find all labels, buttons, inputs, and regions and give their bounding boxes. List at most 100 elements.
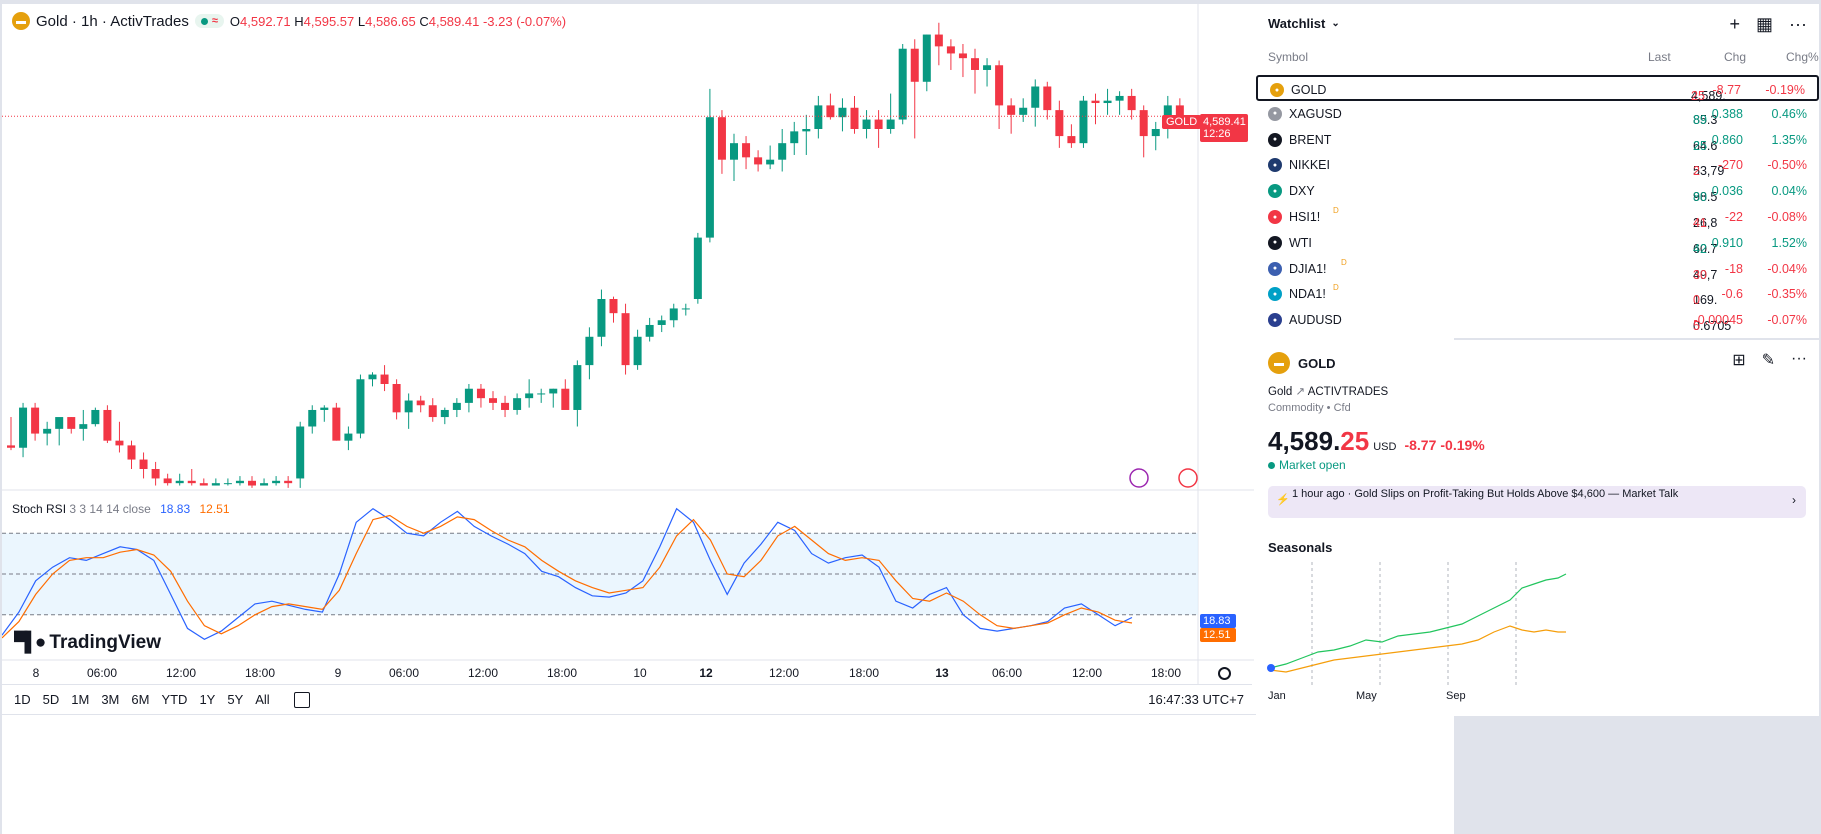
ohlc-change: -3.23 (-0.07%) (482, 13, 567, 29)
delayed-badge: D (1333, 206, 1339, 215)
timeframe-6m[interactable]: 6M (131, 692, 150, 707)
timeframe-1m[interactable]: 1M (71, 692, 90, 707)
detail-symbol[interactable]: GOLD (1298, 355, 1336, 371)
col-last[interactable]: Last (1648, 50, 1671, 64)
market-status-pill[interactable]: ≈ (194, 14, 224, 28)
detail-meta: Commodity • Cfd (1268, 402, 1351, 414)
seasonals-chart[interactable] (1256, 560, 1819, 690)
detail-name[interactable]: Gold (1268, 386, 1293, 398)
row-symbol: NIKKEI (1289, 158, 1330, 173)
stoch-k-tag: 18.83 (1200, 614, 1236, 628)
timeframe-3m[interactable]: 3M (101, 692, 120, 707)
tradingview-logo[interactable]: ▀▌● TradingView (14, 632, 161, 653)
candle (320, 405, 329, 422)
candle (308, 405, 317, 434)
timeframe-5d[interactable]: 5D (42, 692, 60, 707)
col-symbol[interactable]: Symbol (1268, 50, 1309, 64)
row-chgp: -0.07% (1767, 313, 1807, 328)
market-open-dot-icon (1268, 461, 1275, 469)
external-link-icon[interactable]: ↗ (1295, 386, 1306, 398)
candle (91, 407, 100, 427)
candle (1043, 81, 1052, 120)
candle (1151, 121, 1160, 151)
symbol-title[interactable]: Gold · 1h · ActivTrades (36, 12, 189, 30)
candle (7, 417, 15, 451)
candle (19, 402, 28, 458)
market-status: Market open (1268, 458, 1346, 472)
more-options-icon[interactable]: ··· (1789, 14, 1807, 34)
row-chg: 0.036 (1711, 184, 1743, 199)
candle (1127, 88, 1136, 120)
chevron-down-icon: ⌄ (1331, 18, 1340, 29)
time-axis-label: 12:00 (165, 666, 197, 680)
stoch-k-value: 18.83 (160, 502, 191, 516)
col-chgp[interactable]: Chg% (1786, 50, 1819, 64)
candle (127, 440, 136, 469)
stoch-rsi-legend[interactable]: Stoch RSI 3 3 14 14 close 18.83 12.51 (12, 502, 230, 516)
row-chgp: 0.46% (1771, 106, 1807, 121)
watchlist-row-xagusd[interactable]: ● XAGUSD 85.3 89 0.388 0.46% (1256, 101, 1819, 127)
advanced-view-icon[interactable]: ▦ (1756, 14, 1774, 34)
candle (79, 409, 88, 441)
stoch-d-line (2, 514, 1133, 639)
candle (223, 478, 232, 486)
clock[interactable]: 16:47:33 UTC+7 (1148, 692, 1244, 707)
candle (898, 44, 907, 125)
watchlist-header[interactable]: Watchlist ⌄ (1268, 16, 1340, 31)
seasonal-line-orange (1269, 625, 1566, 673)
candle (501, 395, 510, 418)
row-symbol: DXY (1289, 184, 1315, 199)
candle (344, 426, 353, 451)
candle (910, 39, 919, 139)
timeframe-5y[interactable]: 5Y (227, 692, 244, 707)
watchlist-row-wti[interactable]: ● WTI 60.7 42 0.910 1.52% (1256, 230, 1819, 256)
more-options-icon[interactable]: ··· (1791, 350, 1807, 367)
watchlist-row-djia1[interactable]: ● DJIA1! D 49,7 30 -18 -0.04% (1256, 256, 1819, 282)
row-chg: 0.388 (1711, 106, 1743, 121)
djia1-symbol-icon: ● (1268, 261, 1282, 276)
tradingview-logo-icon: ▀▌● (14, 632, 46, 653)
candle (850, 95, 859, 134)
audusd-symbol-icon: ● (1268, 313, 1282, 328)
candle (657, 315, 666, 333)
seasonal-x-sep: Sep (1446, 690, 1466, 702)
time-axis-label: 9 (334, 666, 342, 680)
watchlist-row-nikkei[interactable]: ● NIKKEI 53,79 2 -270 -0.50% (1256, 152, 1819, 178)
timeframe-1y[interactable]: 1Y (199, 692, 216, 707)
hsi1-symbol-icon: ● (1268, 210, 1282, 224)
symbol-legend: ▬ Gold · 1h · ActivTrades ≈ O4,592.71 H4… (12, 12, 566, 30)
col-chg[interactable]: Chg (1724, 50, 1747, 64)
watchlist-row-nda1[interactable]: ● NDA1! D 169. 0 -0.6 -0.35% (1256, 281, 1819, 307)
candle (681, 303, 690, 316)
watchlist-row-audusd[interactable]: ● AUDUSD 0.6705 5 -0.00045 -0.07% (1256, 307, 1819, 333)
watchlist-row-hsi1[interactable]: ● HSI1! D 26,8 41 -22 -0.08% (1256, 204, 1819, 230)
row-symbol: XAGUSD (1289, 106, 1342, 121)
news-headline[interactable]: ⚡ 1 hour ago · Gold Slips on Profit-Taki… (1268, 486, 1806, 518)
candle (260, 478, 269, 486)
candle (766, 145, 775, 170)
watchlist-row-brent[interactable]: ● BRENT 64.6 25 0.860 1.35% (1256, 127, 1819, 153)
timeframe-ytd[interactable]: YTD (161, 692, 188, 707)
seasonals-title[interactable]: Seasonals (1268, 540, 1333, 555)
price-chart-canvas[interactable] (2, 4, 1254, 684)
candle (573, 360, 582, 427)
current-price-tag: 4,589.41 12:26 (1200, 114, 1248, 142)
candle (802, 114, 811, 155)
watchlist-row-dxy[interactable]: ● DXY 98.5 80 0.036 0.04% (1256, 178, 1819, 204)
watchlist-row-gold[interactable]: ● GOLD 4,589. 25 -8.77 -0.19% (1256, 75, 1819, 103)
candle (139, 452, 148, 479)
layout-grid-icon[interactable]: ⊞ (1732, 352, 1746, 369)
add-symbol-plus-icon[interactable]: + (1729, 14, 1740, 34)
row-chg: 0.910 (1711, 235, 1743, 250)
candle (1019, 98, 1028, 122)
edit-note-icon[interactable]: ✎ (1761, 352, 1776, 369)
date-range-calendar-icon[interactable] (293, 691, 310, 708)
row-chgp: 1.35% (1771, 132, 1807, 147)
axis-settings-gear-icon[interactable] (1218, 667, 1231, 680)
timeframe-1d[interactable]: 1D (14, 692, 31, 707)
detail-price: 4,589.25 USD -8.77 -0.19% (1268, 426, 1485, 456)
row-symbol: DJIA1! (1289, 261, 1327, 276)
row-chg: -0.00045 (1693, 313, 1743, 328)
bar-countdown: 12:26 (1203, 128, 1231, 140)
timeframe-all[interactable]: All (255, 692, 270, 707)
